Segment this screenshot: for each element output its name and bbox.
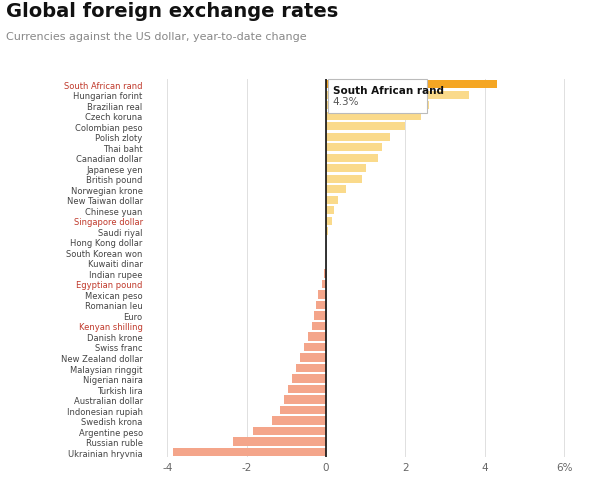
Bar: [308, 333, 326, 341]
Bar: [281, 406, 326, 414]
Bar: [312, 322, 326, 331]
Bar: [173, 448, 326, 456]
Bar: [326, 186, 346, 194]
Text: 4.3%: 4.3%: [333, 97, 359, 106]
Bar: [253, 427, 326, 435]
Bar: [322, 280, 326, 288]
Bar: [326, 175, 362, 183]
Text: Global foreign exchange rates: Global foreign exchange rates: [6, 2, 338, 21]
Bar: [326, 154, 377, 163]
Bar: [293, 375, 326, 383]
Bar: [316, 301, 326, 309]
Bar: [314, 312, 326, 320]
Bar: [326, 112, 421, 121]
Text: Currencies against the US dollar, year-to-date change: Currencies against the US dollar, year-t…: [6, 31, 306, 42]
Bar: [304, 343, 326, 351]
Bar: [326, 207, 334, 215]
Bar: [326, 165, 365, 173]
Bar: [326, 134, 389, 142]
Bar: [318, 291, 326, 299]
Bar: [324, 270, 326, 278]
Bar: [326, 217, 332, 226]
Bar: [326, 81, 497, 89]
Bar: [296, 364, 326, 372]
Bar: [273, 417, 326, 425]
Bar: [288, 385, 326, 393]
Bar: [326, 91, 469, 100]
Bar: [326, 123, 405, 131]
Bar: [326, 102, 429, 110]
Bar: [326, 197, 338, 205]
Text: South African rand: South African rand: [333, 86, 444, 96]
Bar: [326, 144, 382, 152]
Bar: [233, 438, 326, 446]
Bar: [326, 228, 328, 236]
FancyBboxPatch shape: [328, 80, 427, 113]
Bar: [284, 395, 326, 404]
Bar: [300, 354, 326, 362]
